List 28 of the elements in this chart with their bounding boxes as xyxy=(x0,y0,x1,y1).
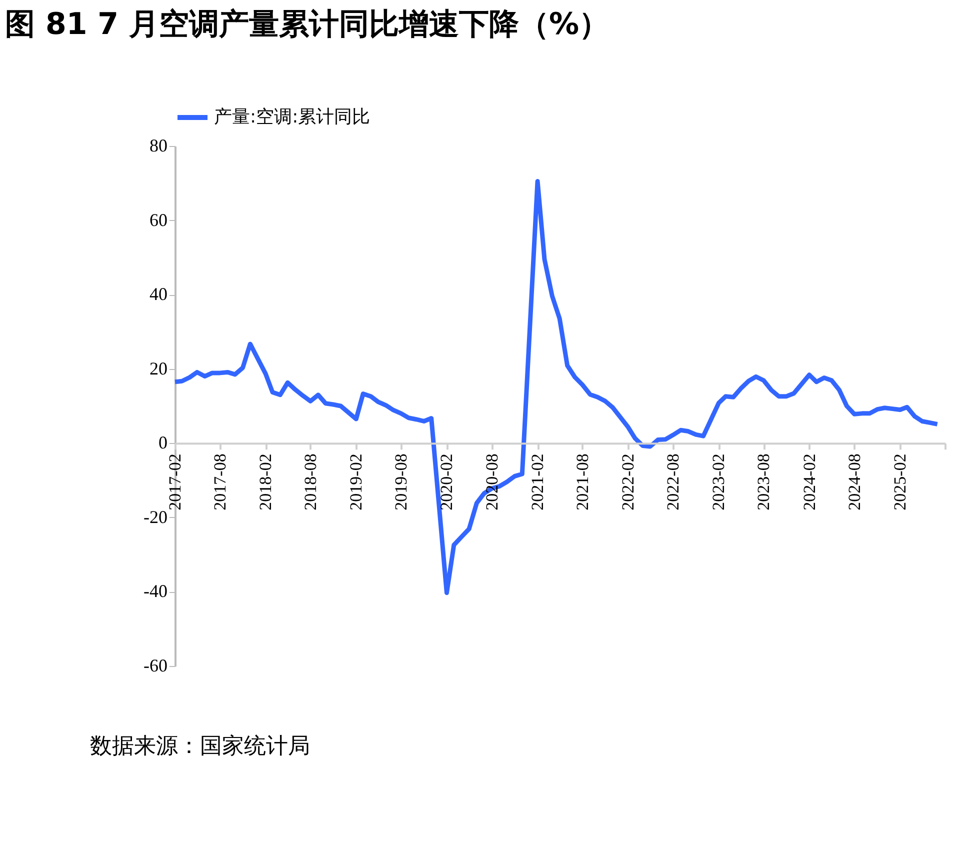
y-tick-label: 20 xyxy=(150,358,168,378)
x-tick-label: 2017-08 xyxy=(210,454,230,510)
y-tick-label: 40 xyxy=(150,284,168,304)
y-tick-label: 0 xyxy=(158,432,168,453)
x-tick-label: 2017-02 xyxy=(166,454,184,510)
legend-label: 产量:空调:累计同比 xyxy=(214,106,370,128)
y-tick-label: -60 xyxy=(144,656,168,676)
x-tick-label: 2018-08 xyxy=(300,454,320,510)
x-tick-label: 2022-02 xyxy=(618,454,638,510)
x-tick-label: 2025-02 xyxy=(890,454,910,510)
x-tick-label: 2020-08 xyxy=(482,454,502,510)
x-tick-label: 2019-02 xyxy=(346,454,366,510)
y-tick-label: 80 xyxy=(150,136,168,156)
x-tick-label: 2023-02 xyxy=(709,454,728,510)
x-tick-label: 2024-02 xyxy=(800,454,819,510)
y-tick-label: -40 xyxy=(144,581,168,602)
x-tick-label: 2020-02 xyxy=(437,454,456,510)
x-tick-label: 2022-08 xyxy=(664,454,683,510)
x-tick-label: 2018-02 xyxy=(256,454,276,510)
chart-title: 图 81 7 月空调产量累计同比增速下降（%） xyxy=(5,7,610,42)
x-tick-label: 2019-08 xyxy=(392,454,411,510)
x-tick-label: 2021-02 xyxy=(528,454,548,510)
x-tick-label: 2023-08 xyxy=(754,454,774,510)
y-tick-label: 60 xyxy=(150,210,168,230)
y-tick-label: -20 xyxy=(144,506,168,527)
x-tick-label: 2021-08 xyxy=(572,454,592,510)
x-tick-label: 2024-08 xyxy=(844,454,864,510)
source-note: 数据来源：国家统计局 xyxy=(90,734,310,759)
